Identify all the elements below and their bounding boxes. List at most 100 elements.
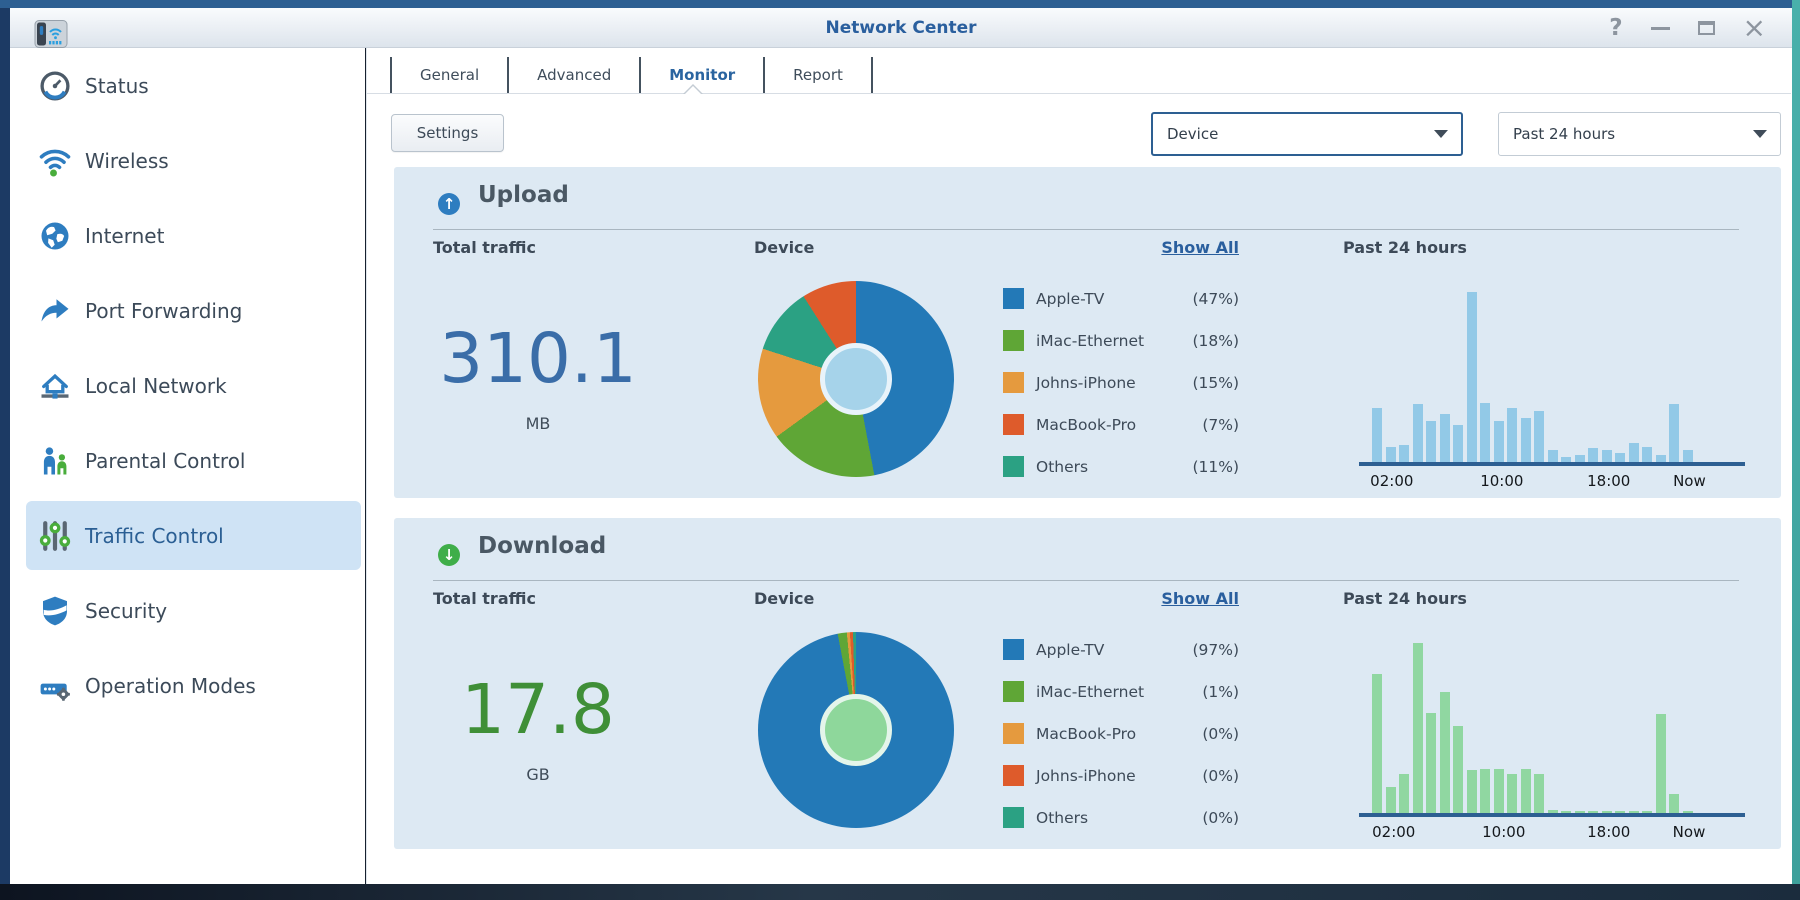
traffic-bar [1426, 713, 1436, 813]
traffic-bar [1520, 769, 1531, 813]
traffic-bar [1574, 455, 1585, 462]
traffic-bar [1439, 414, 1450, 462]
desktop-edge-left [0, 8, 10, 884]
tab-separator [763, 57, 766, 93]
window-top-strip [0, 0, 1792, 8]
device-legend: Apple-TV (47%) iMac-Ethernet (18%) Johns-iPh… [1003, 288, 1239, 498]
tab-rule [367, 93, 1791, 94]
legend-item: Apple-TV (97%) [1003, 639, 1239, 660]
legend-item: iMac-Ethernet (1%) [1003, 681, 1239, 702]
settings-button[interactable]: Settings [391, 114, 504, 152]
tab-report[interactable]: Report [793, 66, 843, 84]
traffic-bar [1642, 811, 1652, 813]
sidebar-item-security[interactable]: Security [10, 573, 365, 648]
legend-color-swatch [1003, 807, 1024, 828]
show-all-link[interactable]: Show All [1161, 589, 1239, 608]
router-gear-icon [37, 668, 73, 704]
legend-color-swatch [1003, 330, 1024, 351]
bars [1372, 292, 1693, 462]
device-filter-value: Device [1167, 125, 1219, 143]
sidebar-item-label: Operation Modes [85, 673, 256, 698]
traffic-bar [1534, 411, 1544, 462]
tab-monitor[interactable]: Monitor [669, 66, 736, 84]
traffic-bar [1372, 674, 1382, 813]
maximize-icon[interactable] [1697, 21, 1715, 35]
time-axis-label: Now [1672, 823, 1706, 841]
legend-device-name: Others [1036, 808, 1089, 827]
sidebar-item-operation-modes[interactable]: Operation Modes [10, 648, 365, 723]
sidebar-selection-highlight [26, 51, 361, 120]
show-all-link[interactable]: Show All [1161, 238, 1239, 257]
traffic-bar [1628, 443, 1639, 462]
legend-item: MacBook-Pro (0%) [1003, 723, 1239, 744]
gauge-icon [37, 68, 73, 104]
globe-icon [37, 218, 73, 254]
section-title: Upload [478, 182, 569, 208]
past-24-hours-header: Past 24 hours [1343, 589, 1467, 608]
traffic-bar [1682, 450, 1693, 462]
traffic-bar [1615, 453, 1625, 462]
sidebar-item-traffic-control[interactable]: Traffic Control [10, 498, 365, 573]
tab-separator [639, 57, 642, 93]
traffic-bar [1520, 418, 1531, 462]
traffic-bar [1574, 811, 1585, 813]
device-pie-chart [758, 281, 954, 477]
sidebar-item-status[interactable]: Status [10, 48, 365, 123]
pie-hole [820, 694, 892, 766]
tab-general[interactable]: General [420, 66, 480, 84]
legend-percentage: (7%) [1202, 415, 1239, 434]
minimize-icon[interactable] [1650, 26, 1670, 30]
traffic-bar [1466, 292, 1477, 462]
legend-percentage: (0%) [1202, 766, 1239, 785]
time-axis-label: 10:00 [1482, 823, 1526, 841]
tab-advanced[interactable]: Advanced [537, 66, 612, 84]
sidebar-item-port-forwarding[interactable]: Port Forwarding [10, 273, 365, 348]
traffic-bar [1493, 421, 1504, 462]
time-range-dropdown[interactable]: Past 24 hours [1498, 112, 1781, 156]
total-traffic-value: 310.1 [439, 319, 637, 399]
time-axis-label: 18:00 [1587, 823, 1631, 841]
legend-percentage: (11%) [1192, 457, 1239, 476]
sidebar-item-label: Parental Control [85, 448, 246, 473]
traffic-bar [1453, 425, 1463, 462]
legend-item: Apple-TV (47%) [1003, 288, 1239, 309]
past-24-hours-header: Past 24 hours [1343, 238, 1467, 257]
traffic-bar [1426, 421, 1436, 462]
total-traffic-header: Total traffic [433, 589, 536, 608]
traffic-bar [1655, 455, 1666, 462]
traffic-bar [1615, 811, 1625, 813]
content-area: General Advanced Monitor Report Settings De… [366, 48, 1792, 884]
chart-baseline [1359, 462, 1745, 466]
legend-color-swatch [1003, 372, 1024, 393]
section-divider [433, 580, 1739, 581]
device-pie-chart [758, 632, 954, 828]
traffic-bar [1493, 769, 1504, 813]
traffic-bar [1561, 457, 1571, 462]
device-filter-dropdown[interactable]: Device [1151, 112, 1463, 156]
sidebar-item-parental-control[interactable]: Parental Control [10, 423, 365, 498]
close-icon[interactable]: × [1742, 11, 1766, 44]
traffic-bar [1480, 403, 1490, 462]
sidebar-item-wireless[interactable]: Wireless [10, 123, 365, 198]
tab-bar: General Advanced Monitor Report [390, 56, 873, 94]
traffic-bar [1655, 714, 1666, 813]
traffic-bar [1561, 811, 1571, 813]
traffic-bar [1439, 692, 1450, 813]
traffic-bar [1588, 448, 1598, 462]
desktop-edge-bottom [0, 884, 1800, 900]
legend-percentage: (97%) [1192, 640, 1239, 659]
sidebar-item-label: Status [85, 73, 149, 98]
sidebar-item-local-network[interactable]: Local Network [10, 348, 365, 423]
legend-percentage: (0%) [1202, 808, 1239, 827]
time-axis-label: 10:00 [1480, 472, 1524, 490]
tab-separator [390, 57, 392, 93]
sidebar-item-label: Internet [85, 223, 165, 248]
download-panel: ↓ Download Total traffic Device Show All… [394, 518, 1781, 849]
device-header: Device [754, 589, 815, 608]
traffic-bar [1480, 769, 1490, 813]
active-tab-notch-inner [685, 86, 701, 94]
help-icon[interactable]: ? [1609, 15, 1623, 41]
sidebar-item-internet[interactable]: Internet [10, 198, 365, 273]
legend-color-swatch [1003, 639, 1024, 660]
